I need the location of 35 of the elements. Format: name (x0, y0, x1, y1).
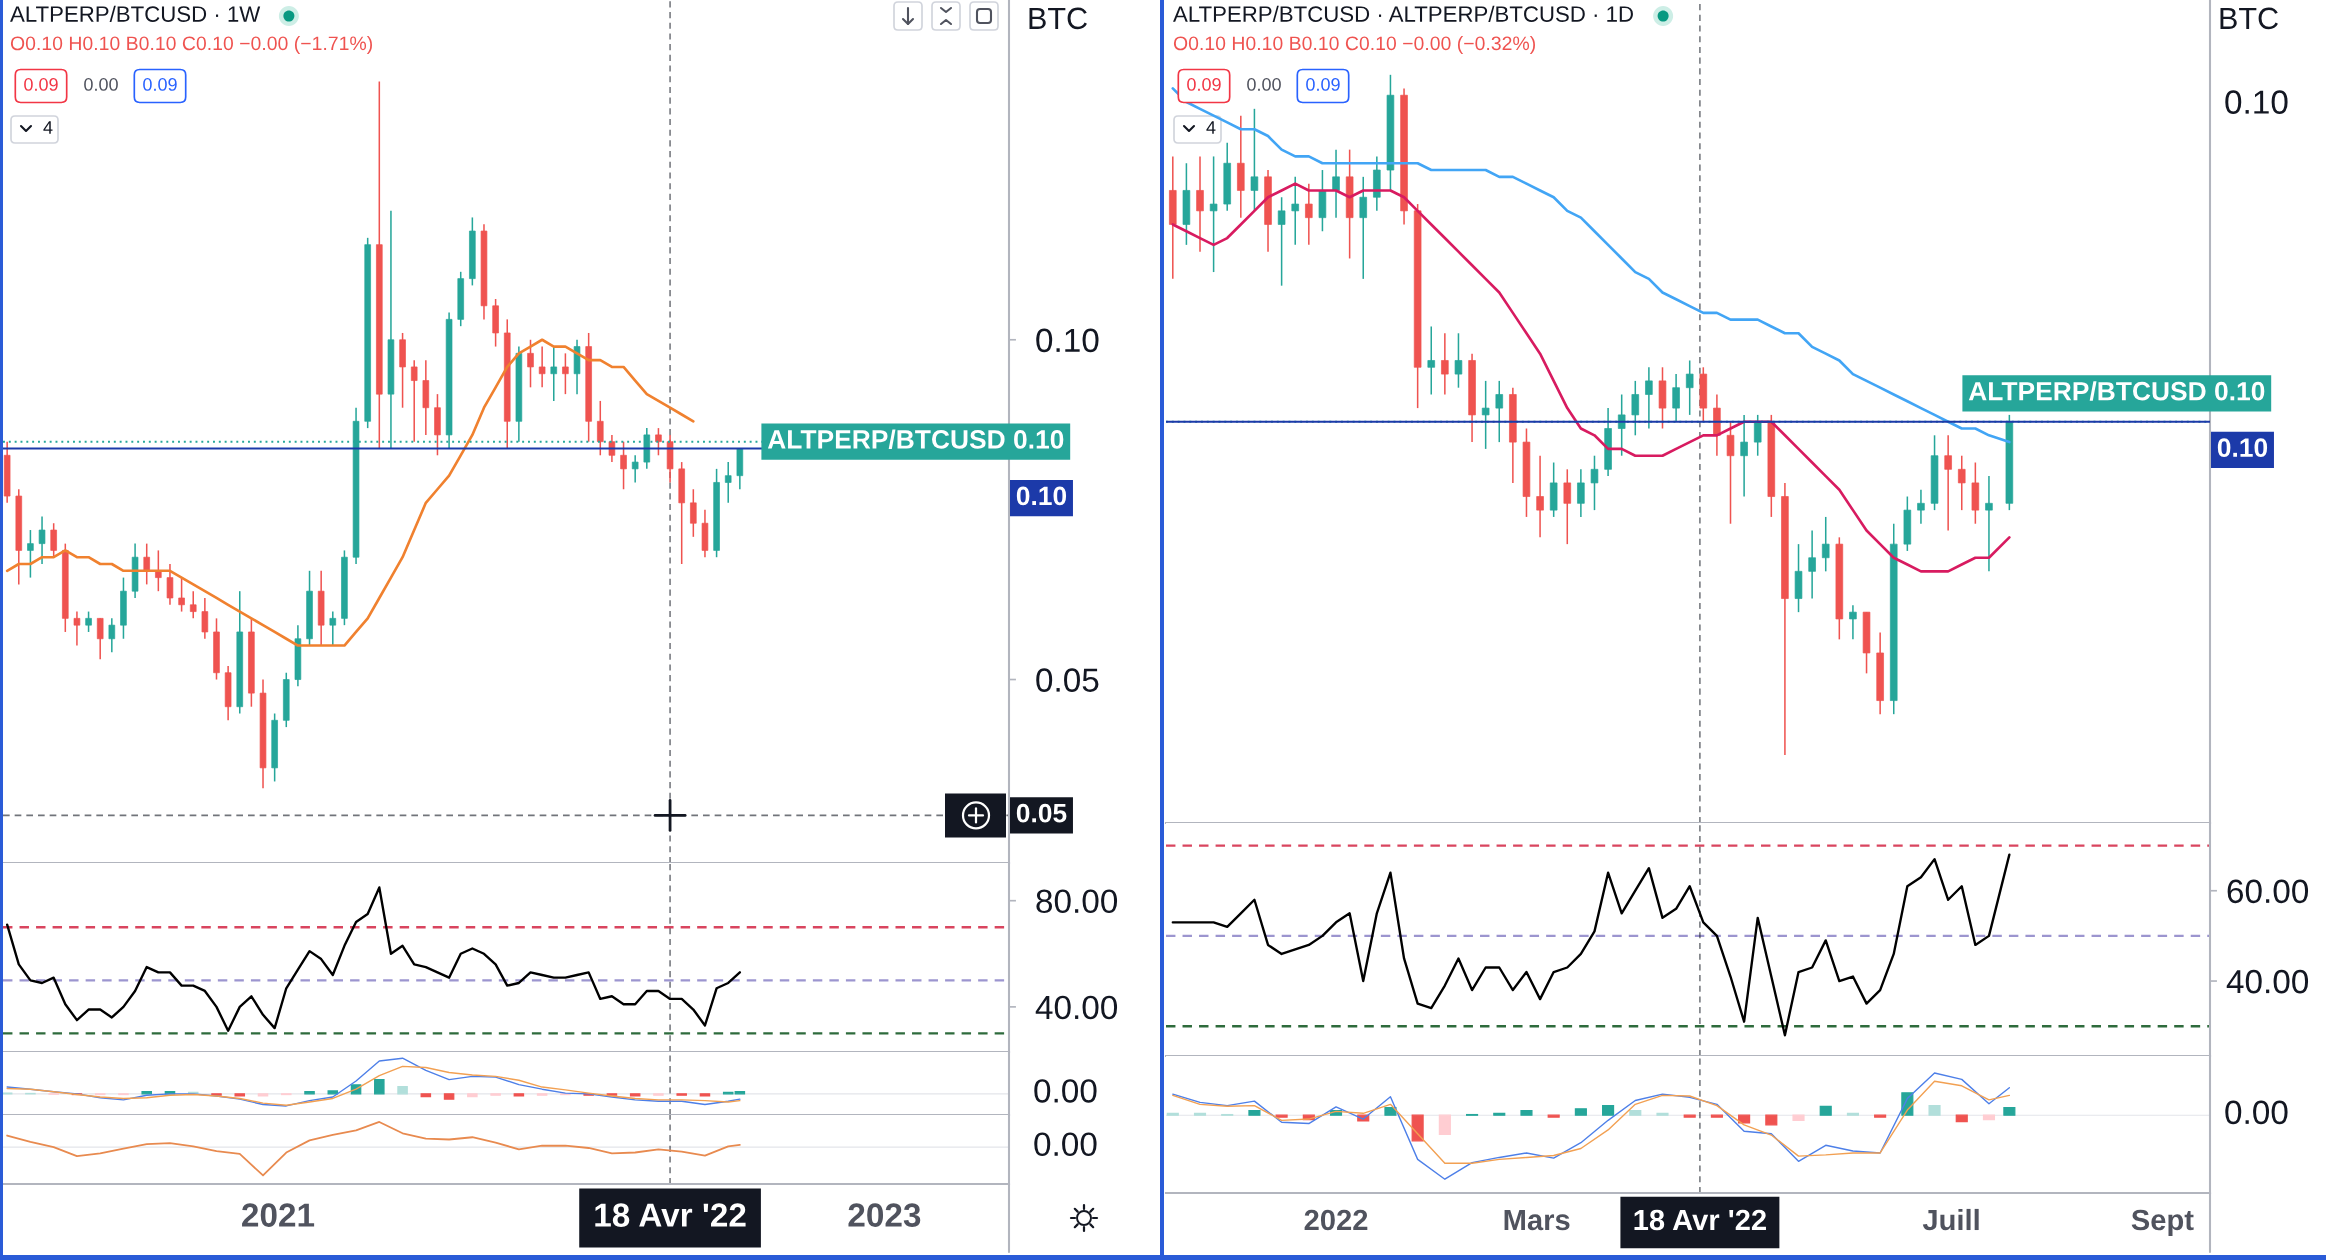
y-axis-title: BTC (1029, 7, 1087, 30)
chart-title: ALTPERP/BTCUSD · 1W (10, 5, 261, 22)
annotation: 0.09 (143, 78, 177, 91)
annotation: 0.09 (1306, 78, 1340, 91)
annotation: 0.09 (1187, 78, 1221, 91)
y-tick-label: 60.00 (2227, 879, 2309, 904)
x-tick-label: 2022 (1304, 1209, 1368, 1231)
annotation: 4 (1206, 121, 1216, 134)
y-axis-title: BTC (2220, 7, 2278, 30)
chart-subtitle: O0.10 H0.10 B0.10 C0.10 −0.00 (−0.32%) (1173, 35, 1535, 55)
x-tick-label: Juill (1922, 1208, 1979, 1231)
ref-line-label: ALTPERP/BTCUSD 0.10 (767, 429, 1064, 450)
text: O0.10 H0.10 B0.10 C0.10 −0.00 (−1.71%) (10, 35, 372, 55)
y-tick-label: 0.10 (1036, 328, 1099, 353)
x-tick-label: 2021 (242, 1203, 315, 1227)
annotation: 0.09 (24, 78, 58, 91)
ref-line-label: 18 Avr '22 (595, 1203, 746, 1227)
annotation: 4 (43, 121, 53, 134)
text: 0.10 (1016, 486, 1067, 506)
y-tick-label: 40.00 (1035, 995, 1118, 1020)
text: 0.05 (1016, 803, 1067, 823)
annotation: 0.00 (1247, 78, 1281, 91)
x-tick-label: Mars (1504, 1209, 1570, 1231)
ref-line-label: 18 Avr '22 (1634, 1209, 1766, 1231)
y-tick-label: 0.05 (1036, 668, 1099, 692)
annotation: 0.00 (84, 78, 118, 91)
ref-line-label: 0.00 (1034, 1079, 1097, 1103)
ref-line-label: ALTPERP/BTCUSD 0.10 (1968, 381, 2265, 401)
y-tick-label: 40.00 (2226, 969, 2309, 994)
x-tick-label: Sept (2131, 1209, 2194, 1237)
chart-title: ALTPERP/BTCUSD · ALTPERP/BTCUSD · 1D (1173, 5, 1633, 22)
y-tick-label: 80.00 (1036, 889, 1118, 914)
ref-line-label: 0.00 (1034, 1132, 1097, 1157)
x-tick-label: 2023 (848, 1203, 921, 1227)
ref-line-label: 0.00 (2225, 1100, 2288, 1125)
